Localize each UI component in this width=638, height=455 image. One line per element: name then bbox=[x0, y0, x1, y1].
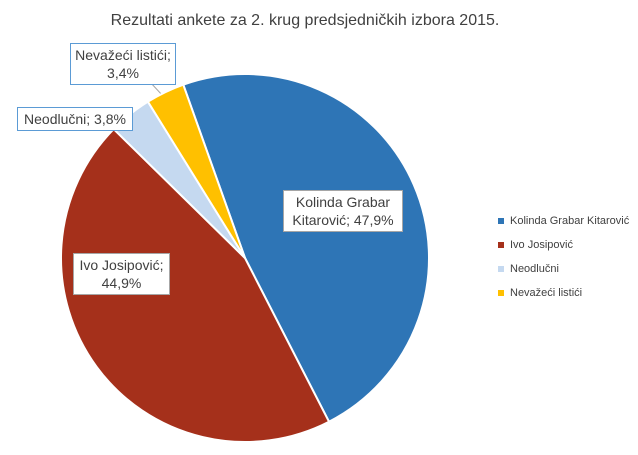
data-label: Nevažeći listići; 3,4% bbox=[70, 43, 176, 85]
pie-slice bbox=[181, 73, 430, 424]
data-label: Ivo Josipović; 44,9% bbox=[73, 253, 170, 295]
legend-label: Kolinda Grabar Kitarović bbox=[510, 215, 630, 227]
legend-swatch bbox=[498, 290, 504, 296]
pie-slice bbox=[60, 127, 331, 443]
legend-label: Ivo Josipović bbox=[510, 239, 573, 251]
pie-slice bbox=[146, 83, 246, 259]
legend-label: Nevažeći listići bbox=[510, 287, 582, 299]
legend-label: Neodlučni bbox=[510, 263, 559, 275]
chart-title: Rezultati ankete za 2. krug predsjedničk… bbox=[111, 12, 500, 29]
legend-swatch bbox=[498, 242, 504, 248]
legend-swatch bbox=[498, 218, 504, 224]
legend-swatch bbox=[498, 266, 504, 272]
data-label: Neodlučni; 3,8% bbox=[17, 107, 133, 131]
data-label: Kolinda Grabar Kitarović; 47,9% bbox=[283, 190, 403, 232]
